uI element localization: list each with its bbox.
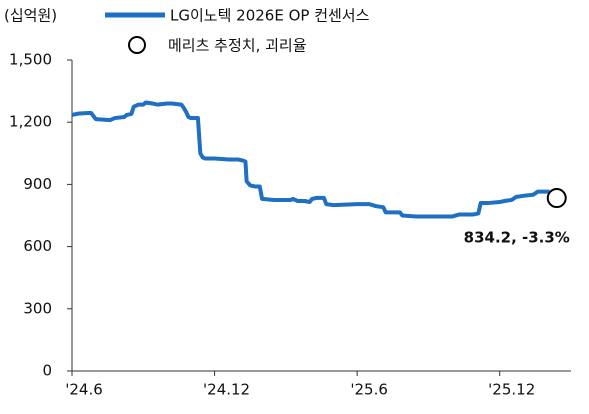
legend-label: LG이노텍 2026E OP 컨센서스 [170,7,370,25]
y-tick-label: 1,500 [9,51,52,69]
y-tick-label: 0 [42,362,52,380]
data-label: 834.2, -3.3% [464,229,570,247]
x-tick-label: '24.6 [65,381,103,399]
x-tick-label: '25.6 [350,381,388,399]
y-tick-label: 900 [23,175,52,193]
legend-label: 메리츠 추정치, 괴리율 [168,37,307,55]
unit-label: (십억원) [4,7,57,25]
point [546,188,567,209]
y-tick-label: 300 [23,299,52,317]
line [71,100,550,219]
y-tick-label: 600 [23,237,52,255]
x-tick-label: '25.12 [488,381,535,399]
legend-marker [128,36,146,54]
x-tick-label: '24.12 [203,381,250,399]
y-tick-label: 1,200 [9,113,52,131]
